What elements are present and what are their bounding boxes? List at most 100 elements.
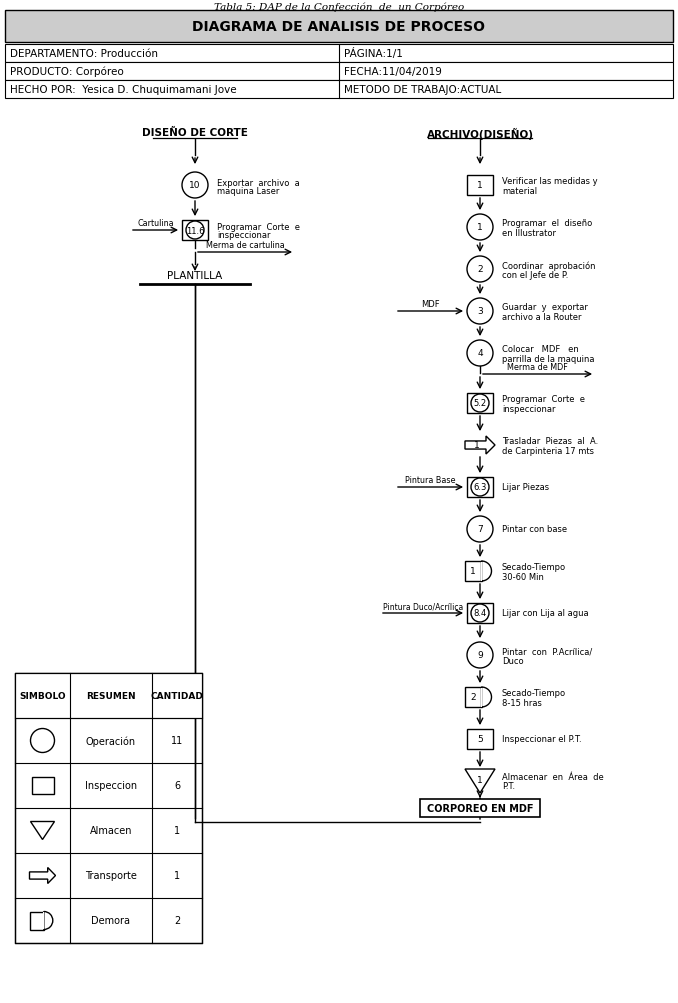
Wedge shape (481, 562, 492, 582)
Bar (467, 176, 493, 196)
Circle shape (467, 257, 493, 283)
Bar (43, 912, 44, 929)
Text: PÁGINA:1/1: PÁGINA:1/1 (344, 48, 403, 59)
Text: 1: 1 (471, 567, 476, 576)
Text: 2: 2 (471, 693, 476, 702)
Text: FECHA:11/04/2019: FECHA:11/04/2019 (344, 67, 442, 77)
Text: Lijar Piezas: Lijar Piezas (502, 483, 549, 492)
Text: 3: 3 (477, 307, 483, 316)
Text: MDF: MDF (421, 300, 440, 309)
Text: 5.2: 5.2 (473, 399, 487, 408)
Bar (481, 688, 482, 707)
Text: 1: 1 (474, 441, 480, 450)
Polygon shape (31, 821, 54, 840)
Text: Pintar  con  P.Acrílica/: Pintar con P.Acrílica/ (502, 647, 593, 656)
Text: Merma de MDF: Merma de MDF (507, 363, 568, 372)
Circle shape (31, 729, 54, 752)
Text: ARCHIVO(DISEÑO): ARCHIVO(DISEÑO) (426, 127, 534, 140)
Text: Pintura Duco/Acrílica: Pintura Duco/Acrílica (383, 602, 463, 611)
Text: con el Jefe de P.: con el Jefe de P. (502, 270, 568, 279)
Bar (467, 477, 493, 497)
Bar (465, 687, 481, 707)
Bar (30, 912, 44, 930)
Wedge shape (44, 912, 53, 930)
Text: Coordinar  aprobación: Coordinar aprobación (502, 261, 595, 271)
Text: DEPARTAMENTO: Producción: DEPARTAMENTO: Producción (10, 49, 158, 59)
Text: Colocar   MDF   en: Colocar MDF en (502, 345, 579, 354)
Text: 1: 1 (174, 871, 180, 881)
Text: material: material (502, 187, 537, 196)
Text: 1: 1 (477, 224, 483, 233)
Bar (481, 562, 482, 581)
Circle shape (186, 222, 204, 240)
Text: Tabla 5: DAP de la Confección  de  un Corpóreo: Tabla 5: DAP de la Confección de un Corp… (214, 3, 464, 12)
Text: Trasladar  Piezas  al  A.: Trasladar Piezas al A. (502, 437, 598, 446)
Text: 4: 4 (477, 349, 483, 358)
Text: 5: 5 (477, 735, 483, 744)
Text: CANTIDAD: CANTIDAD (151, 691, 203, 700)
Text: Lijar con Lija al agua: Lijar con Lija al agua (502, 609, 589, 618)
Circle shape (471, 394, 489, 412)
Bar (31, 777, 54, 794)
Text: Inspeccion: Inspeccion (85, 780, 137, 790)
Bar (420, 799, 540, 817)
Circle shape (471, 605, 489, 623)
Bar (15, 673, 202, 718)
Text: parrilla de la maquina: parrilla de la maquina (502, 354, 595, 363)
Text: Duco: Duco (502, 656, 523, 665)
Text: 6: 6 (174, 780, 180, 790)
Text: Demora: Demora (92, 916, 130, 926)
Text: inspeccionar: inspeccionar (502, 404, 555, 413)
Text: 1: 1 (477, 182, 483, 191)
Text: 10: 10 (189, 182, 201, 191)
Circle shape (467, 517, 493, 543)
Text: HECHO POR:  Yesica D. Chuquimamani Jove: HECHO POR: Yesica D. Chuquimamani Jove (10, 85, 237, 95)
Bar (5, 63, 673, 81)
Text: Guardar  y  exportar: Guardar y exportar (502, 303, 588, 312)
Text: Pintura Base: Pintura Base (405, 475, 456, 484)
Text: Transporte: Transporte (85, 871, 137, 881)
Circle shape (467, 642, 493, 668)
Text: en Illustrator: en Illustrator (502, 229, 556, 238)
Wedge shape (481, 687, 492, 707)
Text: maquina Laser: maquina Laser (217, 188, 279, 197)
Text: Almacenar  en  Área  de: Almacenar en Área de (502, 772, 603, 781)
Text: CORPOREO EN MDF: CORPOREO EN MDF (426, 803, 534, 813)
Circle shape (467, 341, 493, 367)
Circle shape (467, 299, 493, 325)
Text: PRODUCTO: Corpóreo: PRODUCTO: Corpóreo (10, 66, 124, 77)
Text: RESUMEN: RESUMEN (86, 691, 136, 700)
Text: 2: 2 (174, 916, 180, 926)
Text: Cartulina: Cartulina (137, 219, 174, 228)
Text: Operación: Operación (86, 735, 136, 746)
Bar (5, 81, 673, 99)
Bar (5, 11, 673, 43)
Text: P.T.: P.T. (502, 781, 515, 790)
Text: 8.4: 8.4 (473, 609, 487, 618)
Circle shape (467, 215, 493, 241)
Bar (182, 221, 208, 241)
Bar (5, 45, 673, 63)
Text: METODO DE TRABAJO:ACTUAL: METODO DE TRABAJO:ACTUAL (344, 85, 501, 95)
Text: PLANTILLA: PLANTILLA (167, 271, 222, 281)
Polygon shape (465, 436, 495, 454)
Bar (467, 393, 493, 413)
Text: Verificar las medidas y: Verificar las medidas y (502, 178, 597, 187)
Text: Exportar  archivo  a: Exportar archivo a (217, 179, 300, 188)
Text: 1: 1 (174, 825, 180, 835)
Text: 6.3: 6.3 (473, 483, 487, 492)
Polygon shape (465, 769, 495, 793)
Text: inspeccionar: inspeccionar (217, 232, 271, 241)
Text: Programar  Corte  e: Programar Corte e (217, 223, 300, 232)
Text: 2: 2 (477, 265, 483, 274)
Text: DIAGRAMA DE ANALISIS DE PROCESO: DIAGRAMA DE ANALISIS DE PROCESO (193, 20, 485, 34)
Text: 1: 1 (477, 775, 483, 784)
Text: SIMBOLO: SIMBOLO (19, 691, 66, 700)
Circle shape (471, 478, 489, 496)
Text: 30-60 Min: 30-60 Min (502, 572, 544, 581)
Text: Secado-Tiempo: Secado-Tiempo (502, 689, 566, 698)
Text: Merma de cartulina: Merma de cartulina (205, 241, 284, 250)
Text: DISEÑO DE CORTE: DISEÑO DE CORTE (142, 127, 248, 138)
Circle shape (182, 173, 208, 199)
Text: Pintar con base: Pintar con base (502, 525, 567, 534)
